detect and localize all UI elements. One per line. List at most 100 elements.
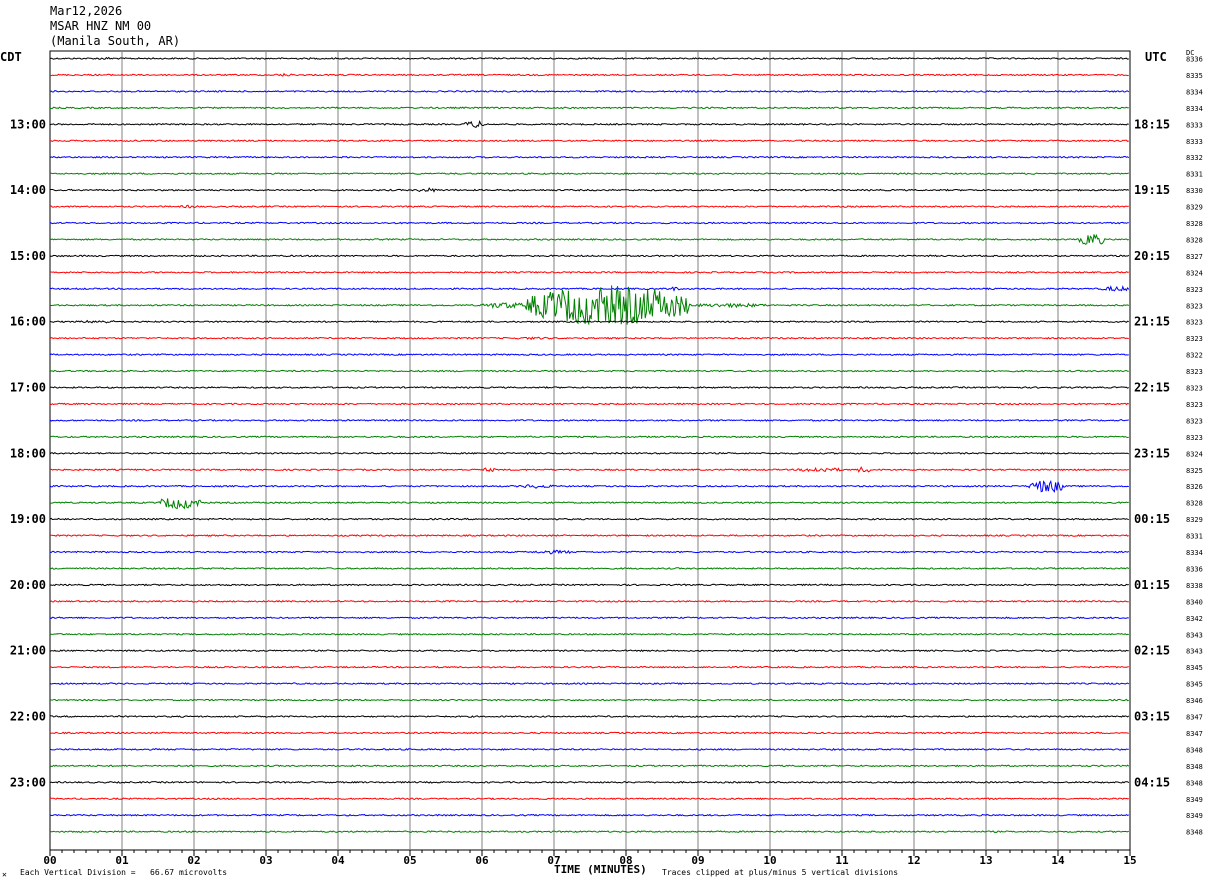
dc-value-label: 8331 — [1186, 533, 1203, 541]
trace-row — [49, 764, 1130, 768]
trace-row — [49, 731, 1129, 735]
dc-value-label: 8334 — [1186, 105, 1203, 113]
trace-row — [49, 583, 1129, 587]
dc-value-label: 8333 — [1186, 138, 1203, 146]
x-tick-label: 09 — [691, 854, 704, 867]
dc-value-label: 8322 — [1186, 352, 1203, 360]
trace-row — [49, 336, 1129, 341]
dc-value-label: 8323 — [1186, 417, 1203, 425]
trace-row — [49, 498, 1129, 510]
trace-row — [49, 418, 1129, 422]
dc-value-label: 8328 — [1186, 220, 1203, 228]
trace-row — [49, 155, 1130, 159]
trace-row — [49, 665, 1129, 669]
dc-value-label: 8323 — [1186, 286, 1203, 294]
dc-value-label: 8331 — [1186, 171, 1203, 179]
trace-row — [49, 89, 1130, 93]
right-hour-label: 22:15 — [1134, 381, 1170, 395]
trace-row — [49, 402, 1130, 406]
trace-row — [49, 567, 1130, 570]
clip-note: Traces clipped at plus/minus 5 vertical … — [662, 868, 899, 877]
dc-value-label: 8340 — [1186, 598, 1203, 606]
dc-value-label: 8323 — [1186, 319, 1203, 327]
trace-row — [50, 72, 1129, 77]
dc-value-label: 8346 — [1186, 697, 1203, 705]
corner-mark: ✕ — [2, 870, 7, 879]
dc-value-label: 8347 — [1186, 730, 1203, 738]
trace-row — [49, 119, 1129, 129]
trace-row — [49, 632, 1129, 636]
trace-row — [49, 435, 1129, 439]
trace-row — [49, 479, 1129, 493]
dc-value-label: 8329 — [1186, 204, 1203, 212]
trace-row — [49, 549, 1130, 555]
dc-value-label: 8342 — [1186, 615, 1203, 623]
x-tick-label: 06 — [475, 854, 489, 867]
dc-value-label: 8334 — [1186, 549, 1203, 557]
trace-row — [49, 172, 1129, 176]
dc-value-label: 8326 — [1186, 483, 1203, 491]
dc-value-label: 8323 — [1186, 335, 1203, 343]
trace-row — [49, 353, 1129, 357]
station-label: MSAR HNZ NM 00 — [50, 19, 152, 33]
dc-value-label: 8328 — [1186, 500, 1203, 508]
x-tick-label: 05 — [403, 854, 416, 867]
x-tick-label: 10 — [763, 854, 776, 867]
left-timezone-label: CDT — [0, 50, 22, 64]
dc-value-label: 8336 — [1186, 56, 1203, 64]
x-tick-label: 14 — [1051, 854, 1065, 867]
x-tick-label: 01 — [115, 854, 129, 867]
x-tick-label: 13 — [979, 854, 992, 867]
x-axis-title: TIME (MINUTES) — [554, 863, 647, 876]
x-tick-label: 00 — [43, 854, 56, 867]
dc-value-label: 8323 — [1186, 302, 1203, 310]
dc-value-label: 8349 — [1186, 796, 1203, 804]
dc-value-label: 8324 — [1186, 269, 1203, 277]
left-hour-label: 17:00 — [10, 381, 46, 395]
trace-row — [49, 187, 1130, 193]
dc-value-label: 8323 — [1186, 385, 1203, 393]
dc-value-label: 8323 — [1186, 434, 1203, 442]
dc-value-label: 8323 — [1186, 368, 1203, 376]
trace-row — [49, 285, 1130, 326]
x-tick-label: 03 — [259, 854, 272, 867]
trace-row — [49, 233, 1129, 245]
trace-row — [49, 599, 1129, 603]
left-hour-label: 15:00 — [10, 249, 46, 263]
trace-row — [49, 682, 1130, 686]
scale-note: Each Vertical Division = 66.67 microvolt… — [20, 868, 228, 877]
right-timezone-label: UTC — [1145, 50, 1167, 64]
trace-row — [49, 221, 1129, 225]
trace-row — [49, 797, 1129, 801]
trace-row — [49, 139, 1129, 143]
dc-value-label: 8335 — [1186, 72, 1203, 80]
dc-value-label: 8343 — [1186, 631, 1203, 639]
right-hour-label: 19:15 — [1134, 183, 1170, 197]
trace-row — [49, 649, 1129, 653]
dc-value-label: 8336 — [1186, 565, 1203, 573]
right-hour-label: 02:15 — [1134, 644, 1170, 658]
dc-value-label: 8343 — [1186, 648, 1203, 656]
date-label: Mar12,2026 — [50, 4, 123, 18]
dc-value-label: 8334 — [1186, 88, 1203, 96]
dc-value-label: 8329 — [1186, 516, 1203, 524]
trace-row — [50, 534, 1129, 537]
right-hour-label: 00:15 — [1134, 512, 1170, 526]
right-hour-label: 03:15 — [1134, 710, 1170, 724]
trace-row — [49, 813, 1130, 817]
trace-row — [49, 451, 1130, 455]
x-tick-label: 12 — [907, 854, 920, 867]
dc-value-label: 8332 — [1186, 154, 1203, 162]
trace-row — [49, 56, 1129, 60]
trace-row — [49, 285, 1130, 292]
right-hour-label: 18:15 — [1134, 117, 1170, 131]
left-hour-label: 13:00 — [10, 117, 46, 131]
trace-row — [50, 106, 1129, 110]
axis-labels: 00 01 02 03 04 05 06 07 08 09 10 11 12 13 14 15 8336 8335… — [10, 56, 1203, 868]
left-hour-label: 14:00 — [10, 183, 46, 197]
left-hour-label: 18:00 — [10, 446, 46, 460]
dc-value-label: 8348 — [1186, 829, 1203, 837]
x-tick-label: 08 — [619, 854, 632, 867]
dc-value-label: 8345 — [1186, 681, 1203, 689]
dc-value-label: 8348 — [1186, 746, 1203, 754]
